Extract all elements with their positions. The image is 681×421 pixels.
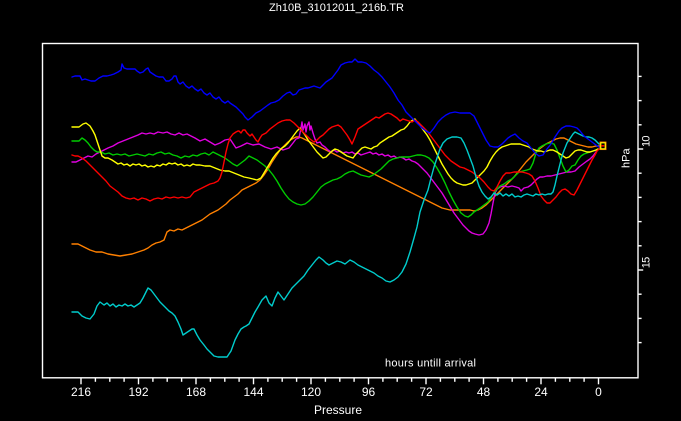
svg-text:96: 96 <box>362 385 376 399</box>
svg-text:144: 144 <box>243 385 263 399</box>
svg-text:24: 24 <box>534 385 548 399</box>
svg-text:216: 216 <box>71 385 91 399</box>
svg-text:48: 48 <box>477 385 491 399</box>
svg-text:hPa: hPa <box>621 148 633 168</box>
svg-text:hours untill arrival: hours untill arrival <box>385 358 476 370</box>
svg-text:192: 192 <box>128 385 148 399</box>
svg-text:168: 168 <box>186 385 206 399</box>
svg-text:10: 10 <box>641 136 653 147</box>
svg-text:72: 72 <box>419 385 433 399</box>
svg-text:15: 15 <box>641 257 653 268</box>
svg-text:0: 0 <box>595 385 602 399</box>
svg-text:Zh10B_31012011_216b.TR: Zh10B_31012011_216b.TR <box>269 2 404 14</box>
svg-text:120: 120 <box>301 385 321 399</box>
svg-text:Pressure: Pressure <box>314 403 362 417</box>
